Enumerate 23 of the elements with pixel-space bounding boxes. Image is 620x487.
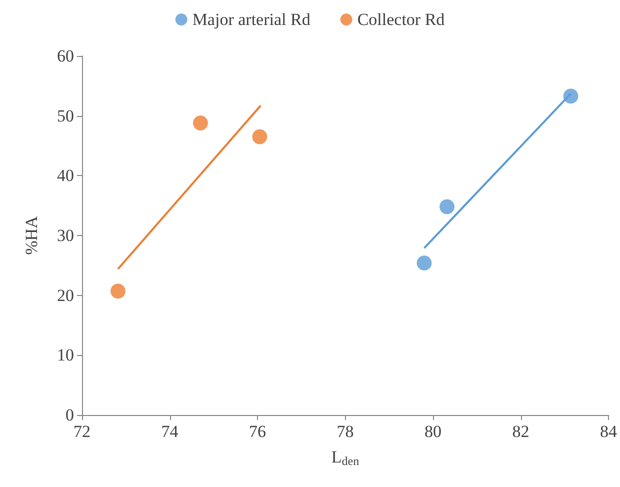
y-tick-label: 60 — [57, 46, 74, 66]
y-tick-label: 50 — [57, 106, 74, 126]
x-tick-label: 84 — [600, 422, 618, 441]
y-axis-title: %HA — [22, 215, 41, 255]
y-tick-label: 10 — [57, 346, 74, 365]
y-tick-label: 20 — [57, 286, 74, 305]
x-tick-label: 72 — [74, 422, 90, 441]
x-tick-label: 80 — [424, 422, 442, 441]
x-tick-label: 82 — [512, 422, 530, 441]
x-tick-label: 78 — [336, 422, 354, 441]
y-tick-label: 40 — [57, 166, 74, 186]
point — [563, 88, 578, 104]
y-tick-label: 0 — [66, 406, 74, 424]
x-tick-label: 76 — [249, 422, 266, 441]
point — [416, 256, 432, 271]
point — [192, 116, 208, 131]
point — [110, 284, 126, 299]
y-tick-label: 30 — [57, 226, 74, 245]
x-tick-label: 74 — [161, 422, 179, 441]
point — [252, 129, 268, 144]
legend-label: Collector Rd — [357, 10, 446, 29]
legend-label: Major arterial Rd — [192, 10, 311, 29]
point — [440, 199, 455, 214]
